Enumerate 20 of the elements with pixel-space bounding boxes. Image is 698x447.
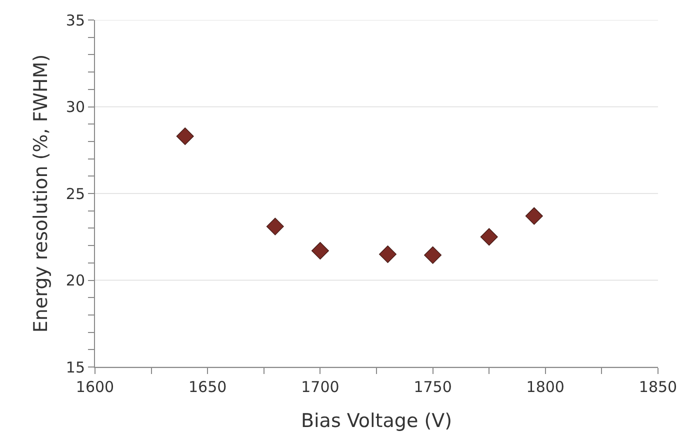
point [525, 207, 543, 225]
point [266, 218, 284, 236]
point [311, 242, 329, 260]
y-tick-label: 35 [66, 11, 85, 30]
x-tick-label: 1600 [76, 378, 114, 396]
y-tick-label: 20 [66, 272, 85, 290]
point [480, 228, 498, 246]
x-tick-label: 1850 [638, 378, 678, 396]
y-tick-label: 30 [66, 98, 85, 116]
point [424, 246, 442, 264]
x-tick-label: 1800 [526, 378, 564, 396]
y-axis-title: Energy resolution (%, FWHM) [30, 54, 52, 333]
x-axis-title: Bias Voltage (V) [300, 410, 452, 432]
x-tick-label: 1650 [188, 378, 227, 396]
x-tick-label: 1700 [301, 378, 340, 396]
point [176, 127, 194, 145]
y-tick-label: 25 [66, 184, 85, 203]
x-tick-label: 1750 [414, 378, 452, 396]
y-tick-label: 15 [66, 358, 85, 376]
point [379, 245, 397, 263]
